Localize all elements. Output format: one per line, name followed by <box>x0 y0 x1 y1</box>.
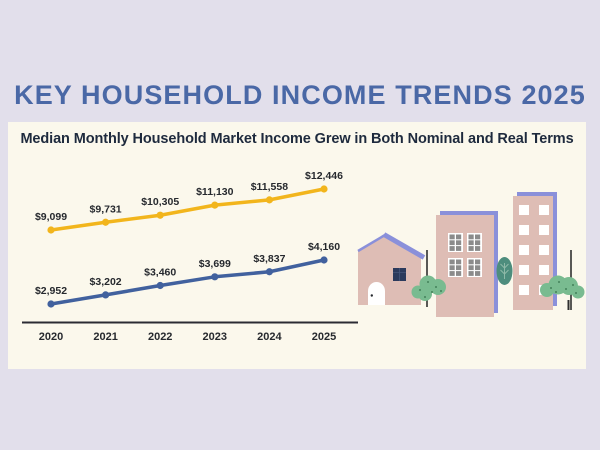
house-roof-right <box>382 232 426 260</box>
window-pane <box>539 205 549 215</box>
window-pane <box>468 240 474 246</box>
x-tick-label: 2024 <box>257 331 282 343</box>
apartment-building <box>436 211 498 317</box>
window-pane <box>449 246 455 251</box>
bush <box>540 275 585 310</box>
value-label: $3,460 <box>144 266 176 278</box>
value-label: $3,699 <box>199 258 231 270</box>
tower-building <box>513 192 557 310</box>
window-pane <box>539 245 549 255</box>
window-pane <box>468 246 474 251</box>
page-title: KEY HOUSEHOLD INCOME TRENDS 2025 <box>14 80 586 110</box>
chart-and-illustration-canvas: $9,099 $9,731 $10,305 $11,130 $11,558 $12,446… <box>22 170 585 343</box>
value-label: $9,099 <box>35 211 67 223</box>
window-pane <box>475 259 481 265</box>
value-label: $11,130 <box>196 186 234 198</box>
value-label: $3,202 <box>90 276 122 288</box>
data-point <box>265 268 273 276</box>
data-point <box>102 218 110 226</box>
data-point <box>156 211 164 219</box>
x-tick-label: 2020 <box>39 331 63 343</box>
bush <box>411 275 446 301</box>
window-pane <box>539 265 549 275</box>
x-tick-label: 2022 <box>148 331 172 343</box>
data-point <box>265 196 273 204</box>
window-pane <box>475 246 481 251</box>
data-point <box>211 201 219 209</box>
house-door <box>368 282 385 305</box>
x-tick-label: 2025 <box>312 331 336 343</box>
bush-dots <box>550 281 577 294</box>
window-pane <box>519 245 529 255</box>
window-pane <box>468 234 474 240</box>
window-pane <box>449 234 455 240</box>
tree <box>496 257 513 285</box>
data-point <box>320 185 328 193</box>
window-pane <box>468 259 474 265</box>
lower-income-line <box>49 258 326 306</box>
data-point <box>156 281 164 290</box>
x-tick-label: 2021 <box>93 331 117 343</box>
window-pane <box>456 265 462 271</box>
data-point <box>102 291 110 299</box>
value-label: $12,446 <box>305 170 343 182</box>
data-point <box>47 226 55 234</box>
window-pane <box>475 265 481 271</box>
window-pane <box>519 265 529 275</box>
building-windows <box>519 205 549 295</box>
bush-dots <box>419 281 442 298</box>
building-windows <box>448 233 482 277</box>
house <box>357 232 426 305</box>
tree-leaf-veins <box>500 263 509 279</box>
door-handle <box>370 294 373 297</box>
window-pane <box>456 246 462 251</box>
infographic-card: Median Monthly Household Market Income G… <box>8 122 586 369</box>
window-pane <box>519 285 529 295</box>
window-pane <box>468 265 474 271</box>
chart-title: Median Monthly Household Market Income G… <box>20 131 574 147</box>
window-pane <box>449 259 455 265</box>
value-label: $3,837 <box>253 253 285 265</box>
window-pane <box>456 259 462 265</box>
value-label: $11,558 <box>251 181 289 193</box>
value-label: $9,731 <box>90 203 122 215</box>
value-label: $4,160 <box>308 241 340 253</box>
value-label: $10,305 <box>141 196 179 208</box>
window-pane <box>449 271 455 276</box>
line-chart: $9,099 $9,731 $10,305 $11,130 $11,558 $12,446… <box>35 170 343 343</box>
data-point <box>47 300 55 308</box>
window-pane <box>475 271 481 276</box>
data-point <box>320 256 328 264</box>
city-illustration <box>357 192 585 317</box>
window-pane <box>539 225 549 235</box>
window-pane <box>468 271 474 276</box>
upper-income-line <box>49 187 326 232</box>
window-pane <box>475 240 481 246</box>
window-pane <box>456 234 462 240</box>
house-roof-left <box>357 233 386 253</box>
window-pane <box>456 271 462 276</box>
window-pane <box>519 225 529 235</box>
window-pane <box>475 234 481 240</box>
house-window-grid <box>393 268 406 281</box>
window-pane <box>449 240 455 246</box>
building-body <box>436 215 494 317</box>
window-pane <box>519 205 529 215</box>
window-pane <box>456 240 462 246</box>
x-tick-label: 2023 <box>203 331 227 343</box>
value-label: $2,952 <box>35 285 67 297</box>
window-pane <box>449 265 455 271</box>
data-point <box>211 273 219 281</box>
